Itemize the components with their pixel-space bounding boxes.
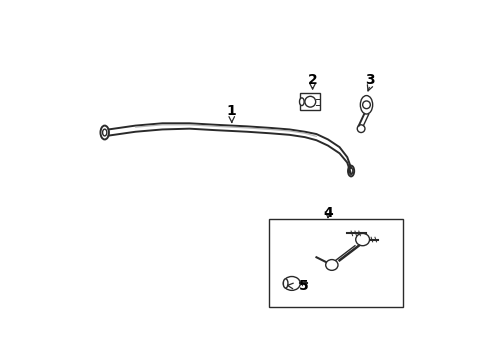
Circle shape <box>357 125 364 132</box>
Circle shape <box>305 96 315 107</box>
Text: 5: 5 <box>298 279 308 293</box>
Ellipse shape <box>299 98 304 105</box>
Ellipse shape <box>325 260 337 270</box>
Bar <box>268 219 403 307</box>
Ellipse shape <box>347 166 353 176</box>
Ellipse shape <box>283 276 300 291</box>
Ellipse shape <box>360 95 372 114</box>
Ellipse shape <box>283 279 287 288</box>
Text: 2: 2 <box>307 73 317 87</box>
Text: 4: 4 <box>323 206 332 220</box>
Text: 3: 3 <box>365 73 374 87</box>
Text: 1: 1 <box>226 104 236 118</box>
Polygon shape <box>300 93 320 110</box>
Ellipse shape <box>355 233 369 246</box>
Ellipse shape <box>100 126 109 139</box>
Circle shape <box>362 101 369 109</box>
